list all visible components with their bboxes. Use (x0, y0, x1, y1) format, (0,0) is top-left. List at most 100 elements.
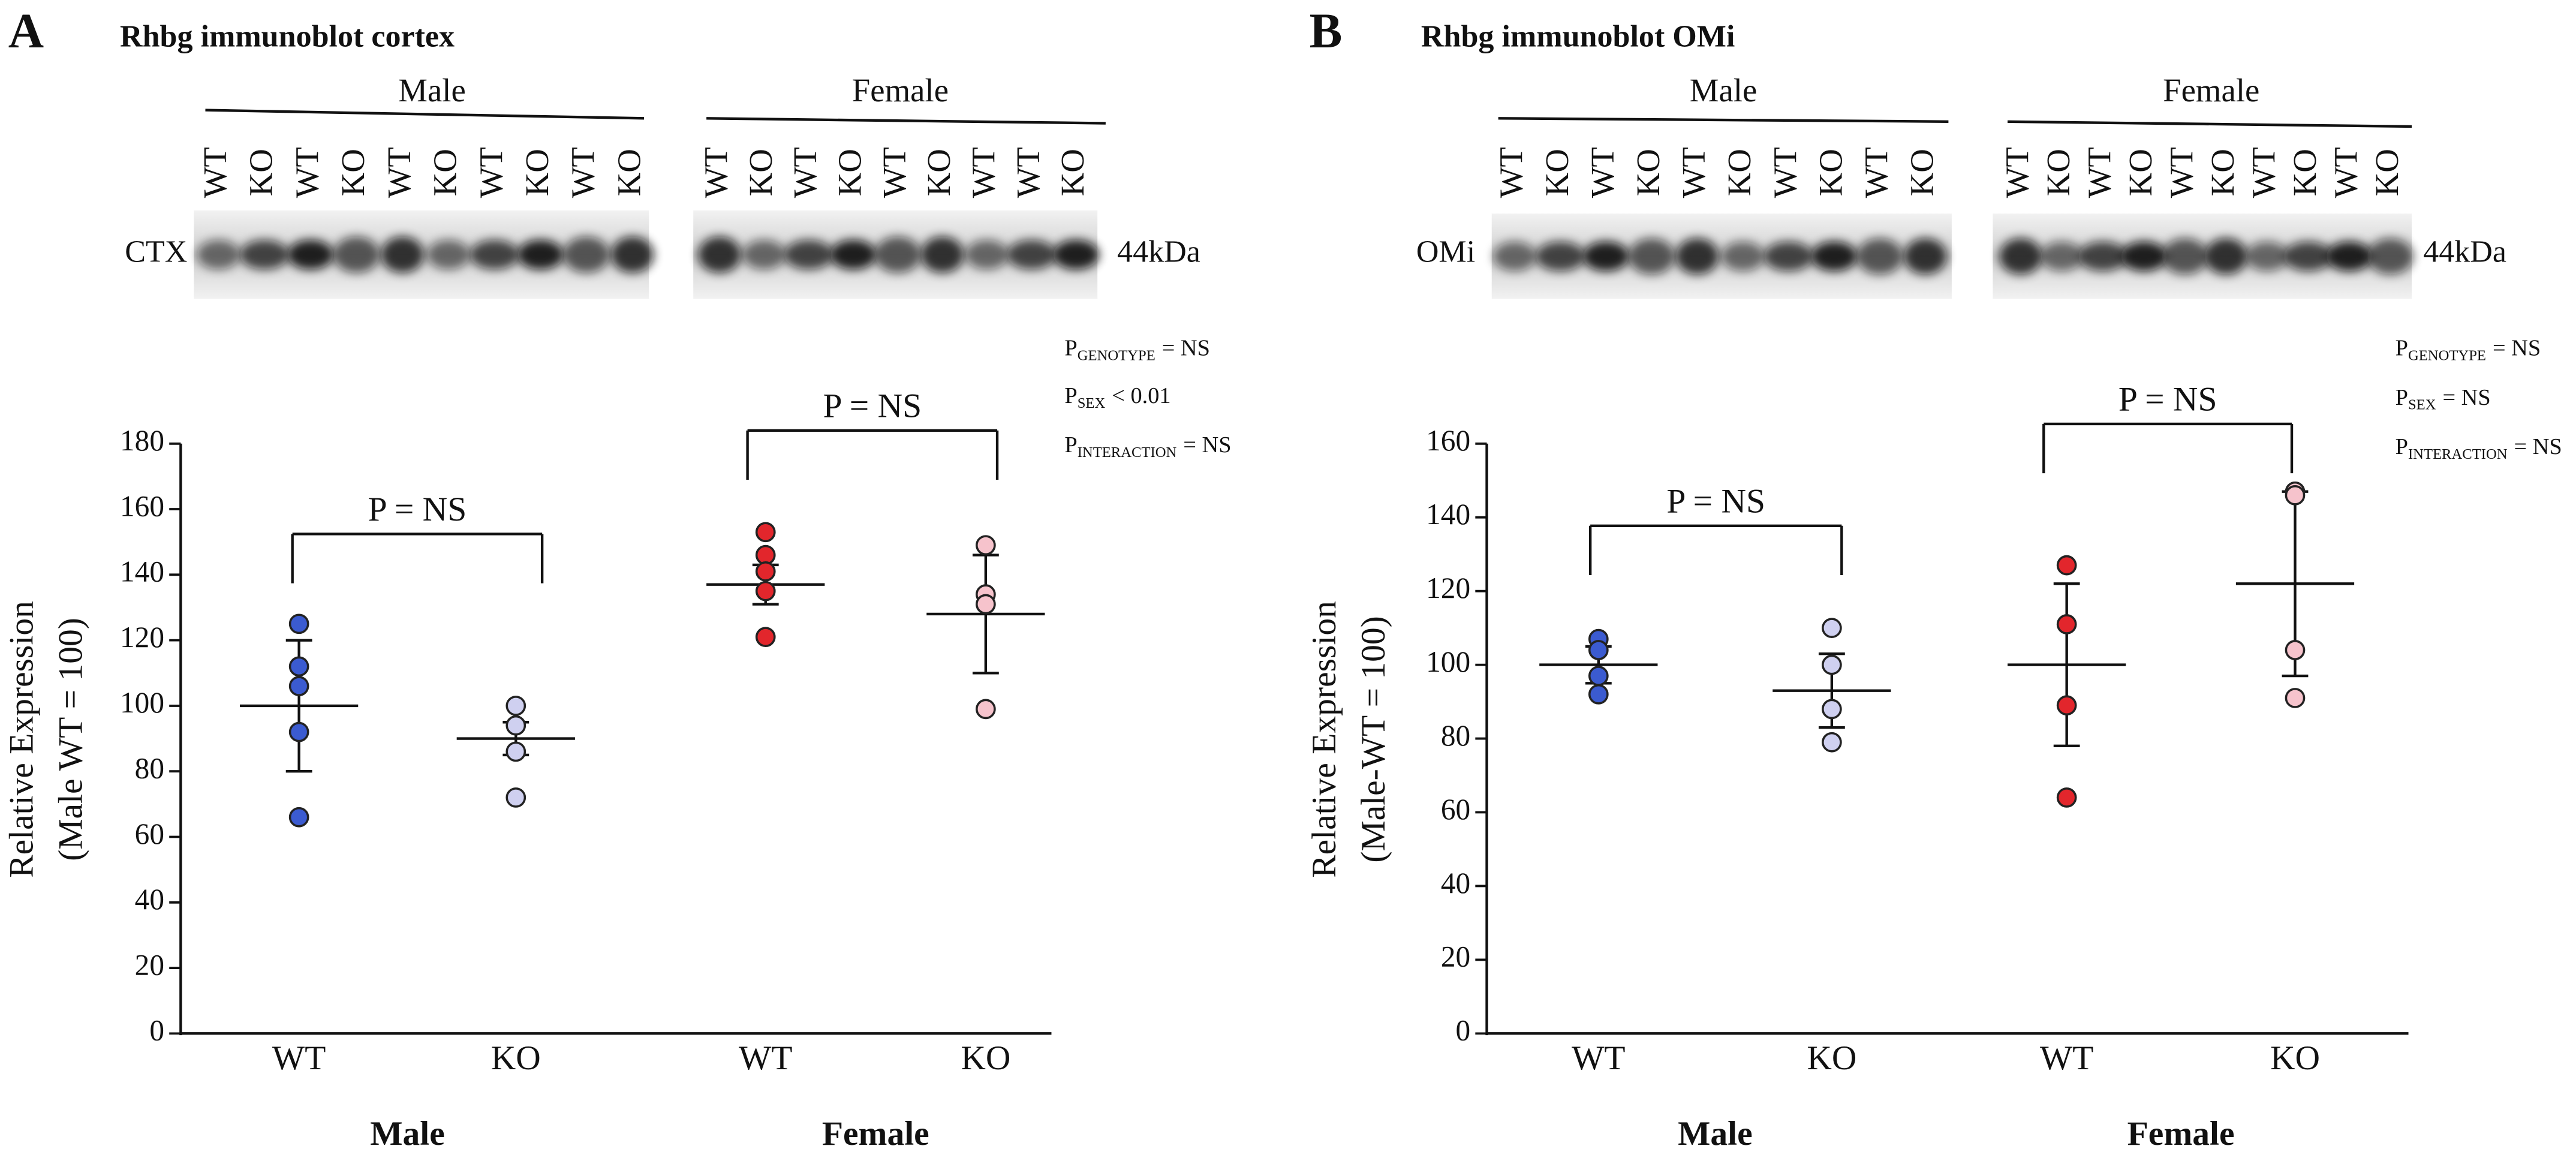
lane-label: WT (1675, 147, 1712, 198)
y-tick-label: 20 (1441, 940, 1470, 973)
panel-letter: A (8, 4, 44, 58)
x-tick-label: KO (2270, 1039, 2320, 1077)
data-point (288, 656, 309, 677)
blot-band (427, 240, 470, 270)
error-bar (2053, 582, 2080, 748)
group-label: Male (1678, 1115, 1753, 1153)
y-tick-label: 160 (120, 489, 164, 522)
blot-band (611, 236, 654, 273)
blot-band (1493, 241, 1536, 272)
blot-band (517, 240, 564, 270)
data-point (505, 741, 526, 762)
data-point (1588, 666, 1609, 686)
stat-sub: GENOTYPE (2408, 347, 2486, 363)
y-tick-label: 180 (120, 424, 164, 457)
lane-label: WT (197, 147, 233, 198)
stat-text: PSEX = NS (2396, 385, 2491, 413)
blot-band (1536, 241, 1585, 272)
data-point (288, 613, 309, 634)
blot-band (2326, 241, 2373, 272)
lane-label: KO (2286, 149, 2323, 196)
data-point (505, 696, 526, 716)
lane-label: WT (2327, 147, 2364, 198)
data-point (1588, 684, 1609, 705)
y-tick-label: 140 (1426, 498, 1470, 531)
blot-band (784, 240, 833, 270)
blot-band (287, 240, 334, 270)
blot-group-line (1498, 117, 1949, 123)
y-tick-label: 60 (135, 817, 164, 850)
blot-group-label: Female (852, 72, 949, 109)
blot-band (1811, 241, 1858, 272)
data-point (505, 787, 526, 808)
group-label: Female (2127, 1115, 2235, 1153)
data-point (288, 721, 309, 742)
lane-label: WT (381, 147, 417, 198)
blot-band (2078, 241, 2128, 272)
y-axis-label: Relative Expression (2, 601, 40, 878)
stat-rest: = NS (2442, 385, 2490, 410)
y-axis-label: (Male WT = 100) (52, 618, 89, 861)
lane-label: WT (2163, 147, 2200, 198)
blot-band (2204, 238, 2248, 275)
blot-band (333, 236, 380, 273)
blot-band (1675, 238, 1719, 275)
blot-size: 44kDa (2423, 235, 2506, 269)
data-point (1822, 654, 1842, 675)
lane-label: KO (1630, 149, 1666, 196)
stat-p: P (2396, 335, 2408, 360)
stat-sub: SEX (1078, 395, 1106, 411)
stat-text: PGENOTYPE = NS (1064, 335, 1210, 363)
x-tick-label: WT (1572, 1039, 1625, 1077)
group-label: Female (822, 1115, 929, 1153)
bracket-label: P = NS (823, 387, 922, 425)
y-tick-label: 160 (1426, 424, 1470, 457)
data-point (505, 715, 526, 736)
blot-band (830, 240, 877, 270)
x-tick-label: WT (739, 1039, 792, 1077)
stat-sub: GENOTYPE (1078, 347, 1155, 363)
y-tick-label: 120 (120, 621, 164, 654)
bracket-label: P = NS (2118, 380, 2217, 418)
stat-rest: = NS (2493, 335, 2541, 360)
y-axis-label: Relative Expression (1305, 601, 1343, 878)
blot-band (1582, 241, 1629, 272)
lane-label: WT (965, 147, 1002, 198)
data-point (976, 594, 996, 615)
lane-label: KO (610, 149, 647, 196)
blot-band (470, 240, 519, 270)
data-point (755, 627, 776, 648)
blot-band (381, 236, 424, 273)
lane-label: WT (2245, 147, 2282, 198)
y-tick-label: 20 (135, 948, 164, 981)
lane-label: WT (565, 147, 601, 198)
blot-band (1904, 238, 1947, 275)
blot-band (2246, 241, 2289, 272)
y-tick-label: 80 (1441, 719, 1470, 752)
lane-label: WT (787, 147, 823, 198)
lane-label: KO (427, 149, 464, 196)
y-tick-label: 100 (120, 686, 164, 719)
data-point (2056, 695, 2077, 716)
y-tick-label: 40 (1441, 867, 1470, 900)
stat-p: P (1064, 335, 1077, 360)
data-point (1822, 699, 1842, 720)
data-point (2285, 485, 2306, 506)
stat-rest: < 0.01 (1112, 383, 1170, 408)
y-tick-label: 40 (135, 883, 164, 916)
blot-band (2040, 241, 2084, 272)
stat-rest: = NS (2514, 434, 2562, 459)
blot-size: 44kDa (1117, 235, 1200, 269)
lane-label: WT (1493, 147, 1530, 198)
lane-label: WT (2081, 147, 2118, 198)
blot-band (920, 236, 964, 273)
y-tick-label: 80 (135, 752, 164, 785)
stat-sub: INTERACTION (2408, 446, 2508, 462)
y-tick-label: 120 (1426, 572, 1470, 604)
x-tick-label: WT (2040, 1039, 2093, 1077)
lane-label: KO (2122, 149, 2159, 196)
data-point (1822, 732, 1842, 753)
y-tick-label: 140 (120, 555, 164, 588)
